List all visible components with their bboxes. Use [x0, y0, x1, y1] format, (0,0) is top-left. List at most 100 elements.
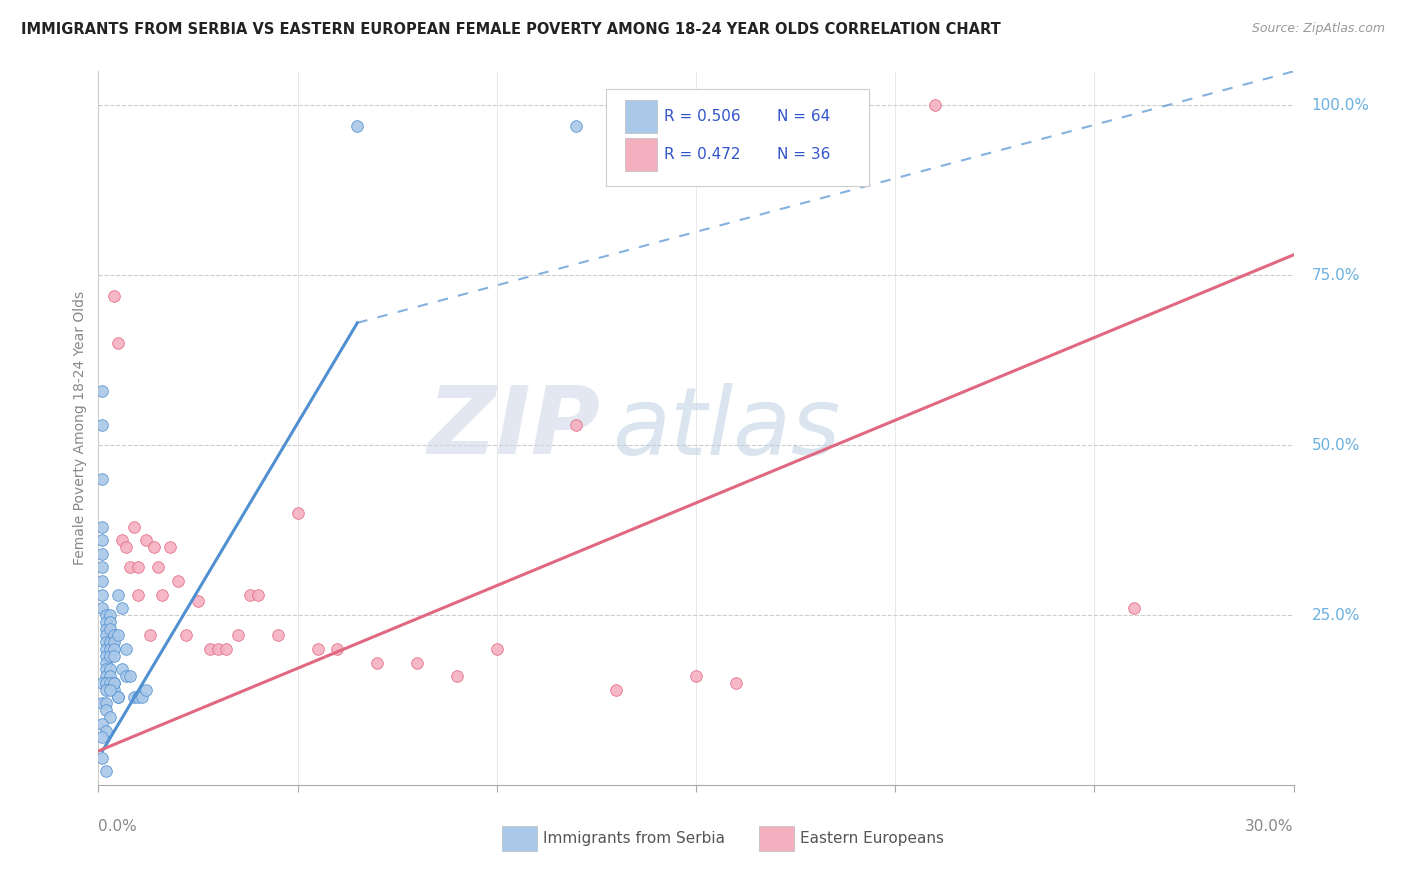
Point	[91, 676, 114, 690]
Point	[246, 588, 269, 602]
Y-axis label: Female Poverty Among 18-24 Year Olds: Female Poverty Among 18-24 Year Olds	[73, 291, 87, 566]
Point	[96, 642, 118, 657]
Point	[159, 540, 181, 554]
Point	[127, 560, 149, 574]
Text: atlas: atlas	[613, 383, 841, 474]
Point	[96, 703, 118, 717]
Point	[91, 751, 114, 765]
Point	[96, 697, 118, 711]
Text: 100.0%: 100.0%	[1312, 98, 1369, 113]
Point	[605, 682, 627, 697]
Point	[307, 642, 329, 657]
FancyBboxPatch shape	[759, 826, 794, 851]
Point	[120, 669, 142, 683]
Point	[91, 588, 114, 602]
Point	[107, 336, 129, 351]
Point	[91, 697, 114, 711]
Point	[167, 574, 190, 588]
Point	[98, 608, 122, 623]
Point	[924, 98, 946, 112]
Text: N = 36: N = 36	[778, 147, 831, 162]
Text: R = 0.472: R = 0.472	[664, 147, 740, 162]
Point	[98, 622, 122, 636]
FancyBboxPatch shape	[606, 89, 869, 186]
Point	[91, 716, 114, 731]
Point	[366, 656, 388, 670]
Point	[96, 682, 118, 697]
Point	[98, 635, 122, 649]
Point	[103, 648, 125, 663]
Point	[96, 662, 118, 676]
Point	[91, 519, 114, 533]
Text: ZIP: ZIP	[427, 382, 600, 475]
Point	[111, 662, 134, 676]
Point	[96, 723, 118, 738]
Point	[485, 642, 508, 657]
Text: N = 64: N = 64	[778, 109, 831, 124]
Point	[98, 615, 122, 629]
Point	[565, 119, 588, 133]
Point	[198, 642, 221, 657]
Point	[127, 588, 149, 602]
Point	[96, 669, 118, 683]
Point	[120, 560, 142, 574]
FancyBboxPatch shape	[502, 826, 537, 851]
Point	[98, 648, 122, 663]
Point	[91, 384, 114, 398]
Point	[98, 662, 122, 676]
Point	[103, 676, 125, 690]
Point	[103, 682, 125, 697]
Text: 50.0%: 50.0%	[1312, 438, 1360, 452]
Point	[96, 622, 118, 636]
Point	[103, 642, 125, 657]
Point	[267, 628, 290, 642]
Point	[103, 628, 125, 642]
Point	[96, 764, 118, 779]
Point	[139, 628, 162, 642]
Point	[91, 560, 114, 574]
Point	[115, 642, 138, 657]
Point	[131, 690, 153, 704]
Point	[96, 656, 118, 670]
Point	[346, 119, 368, 133]
Point	[148, 560, 170, 574]
Point	[91, 472, 114, 486]
Point	[96, 648, 118, 663]
Point	[446, 669, 468, 683]
Point	[98, 682, 122, 697]
Point	[107, 628, 129, 642]
Point	[685, 669, 707, 683]
Point	[135, 682, 157, 697]
Point	[115, 540, 138, 554]
Point	[98, 676, 122, 690]
FancyBboxPatch shape	[626, 138, 657, 171]
Text: Source: ZipAtlas.com: Source: ZipAtlas.com	[1251, 22, 1385, 36]
Point	[1123, 601, 1146, 615]
Point	[187, 594, 209, 608]
Point	[96, 615, 118, 629]
Point	[96, 635, 118, 649]
Text: 30.0%: 30.0%	[1246, 820, 1294, 834]
Point	[107, 690, 129, 704]
Point	[844, 98, 866, 112]
FancyBboxPatch shape	[626, 100, 657, 133]
Text: 25.0%: 25.0%	[1312, 607, 1360, 623]
Point	[98, 642, 122, 657]
Point	[103, 288, 125, 302]
Point	[287, 506, 309, 520]
Point	[111, 601, 134, 615]
Point	[174, 628, 197, 642]
Point	[91, 731, 114, 745]
Point	[150, 588, 173, 602]
Point	[565, 417, 588, 432]
Point	[107, 690, 129, 704]
Point	[215, 642, 238, 657]
Point	[207, 642, 229, 657]
Point	[115, 669, 138, 683]
Point	[98, 669, 122, 683]
Text: Eastern Europeans: Eastern Europeans	[800, 831, 943, 846]
Point	[98, 710, 122, 724]
Text: 0.0%: 0.0%	[98, 820, 138, 834]
Point	[96, 608, 118, 623]
Text: 75.0%: 75.0%	[1312, 268, 1360, 283]
